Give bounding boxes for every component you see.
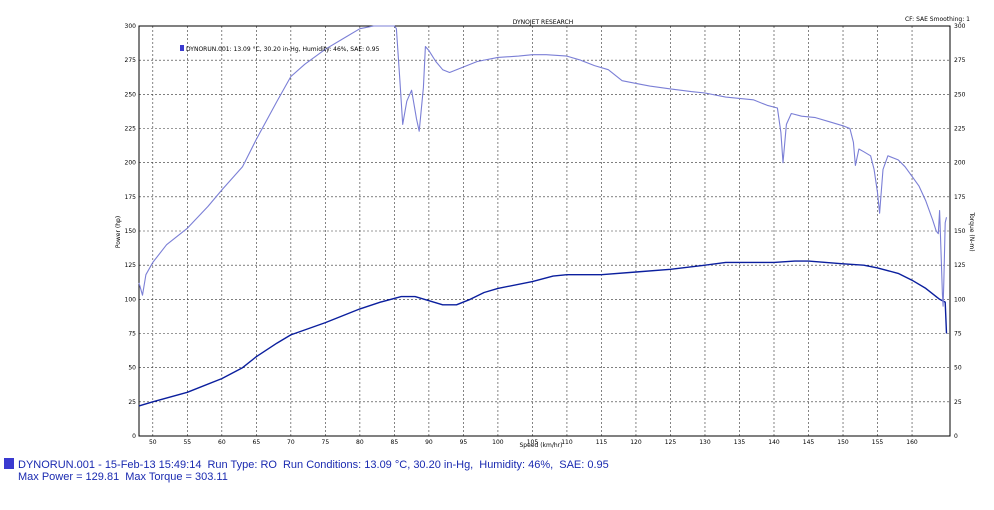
- x-tick-label: 145: [803, 439, 815, 446]
- run-info-footer: DYNORUN.001 - 15-Feb-13 15:49:14 Run Type…: [4, 458, 609, 483]
- y-tick-label-left: 200: [125, 160, 137, 167]
- y-tick-label-right: 225: [954, 126, 966, 133]
- x-tick-label: 115: [596, 439, 608, 446]
- run-sae: SAE: 0.95: [559, 459, 609, 471]
- y-tick-label-right: 175: [954, 194, 966, 201]
- y-axis-label-left: Power (hp): [115, 216, 122, 248]
- y-tick-label-left: 300: [125, 23, 137, 30]
- x-tick-label: 95: [460, 439, 468, 446]
- run-color-swatch: [4, 458, 14, 469]
- y-tick-label-left: 25: [128, 399, 136, 406]
- run-humidity: Humidity: 46%,: [479, 459, 554, 471]
- x-tick-label: 90: [425, 439, 433, 446]
- plot-frame: [138, 25, 951, 437]
- chart-title: DYNOJET RESEARCH: [513, 19, 574, 26]
- y-tick-label-left: 75: [128, 331, 136, 338]
- x-tick-label: 65: [253, 439, 261, 446]
- smoothing-label: CF: SAE Smoothing: 1: [905, 16, 970, 23]
- run-conditions: Run Conditions: 13.09 °C, 30.20 in-Hg,: [282, 459, 474, 471]
- y-tick-label-right: 150: [954, 228, 966, 235]
- y-axis-label-right: Torque (N-m): [968, 211, 975, 251]
- x-tick-label: 60: [218, 439, 226, 446]
- x-tick-label: 105: [527, 439, 539, 446]
- x-tick-label: 75: [322, 439, 330, 446]
- x-tick-label: 135: [734, 439, 746, 446]
- series-layer: [138, 25, 948, 407]
- max-torque: Max Torque = 303.11: [125, 471, 228, 483]
- chart-grid: [139, 25, 950, 437]
- y-tick-label-left: 125: [125, 262, 137, 269]
- legend-entry: DYNORUN.001: 13.09 °C, 30.20 in-Hg, Humi…: [186, 46, 380, 53]
- run-info-line-2: Max Power = 129.81 Max Torque = 303.11: [4, 471, 609, 483]
- run-type: Run Type: RO: [207, 459, 277, 471]
- max-power: Max Power = 129.81: [18, 471, 120, 483]
- y-tick-label-left: 250: [125, 91, 137, 98]
- y-tick-label-left: 275: [125, 57, 137, 64]
- ticks-layer: 50 55 60 65 70 75 80 85 90 95 100 105 110 115 120 125 13…: [125, 23, 966, 446]
- x-tick-label: 50: [149, 439, 157, 446]
- y-tick-label-right: 100: [954, 296, 966, 303]
- x-tick-label: 70: [287, 439, 295, 446]
- x-tick-label: 125: [665, 439, 677, 446]
- y-tick-label-left: 50: [128, 365, 136, 372]
- y-tick-label-left: 175: [125, 194, 137, 201]
- y-tick-label-right: 50: [954, 365, 962, 372]
- dyno-chart: 50 55 60 65 70 75 80 85 90 95 100 105 110 115 120 125 13…: [115, 16, 975, 449]
- y-tick-label-right: 300: [954, 23, 966, 30]
- x-axis-label: Speed (km/hr): [519, 442, 562, 449]
- run-name: DYNORUN.001: [18, 459, 96, 471]
- y-tick-label-right: 0: [954, 433, 958, 440]
- y-tick-label-right: 75: [954, 331, 962, 338]
- run-info-line-1: DYNORUN.001 - 15-Feb-13 15:49:14 Run Type…: [4, 458, 609, 471]
- y-tick-label-left: 150: [125, 228, 137, 235]
- y-tick-label-left: 225: [125, 126, 137, 133]
- x-tick-label: 80: [356, 439, 364, 446]
- y-tick-label-left: 100: [125, 296, 137, 303]
- x-tick-label: 110: [561, 439, 573, 446]
- legend-swatch: [180, 45, 184, 51]
- y-tick-label-right: 25: [954, 399, 962, 406]
- x-tick-label: 140: [768, 439, 780, 446]
- y-tick-label-right: 200: [954, 160, 966, 167]
- power-curve: [138, 260, 948, 407]
- x-tick-label: 155: [872, 439, 884, 446]
- y-tick-label-right: 250: [954, 91, 966, 98]
- x-tick-label: 120: [630, 439, 642, 446]
- y-tick-label-left: 0: [132, 433, 136, 440]
- x-tick-label: 100: [492, 439, 504, 446]
- x-tick-label: 85: [391, 439, 399, 446]
- x-tick-label: 55: [183, 439, 191, 446]
- x-tick-label: 130: [699, 439, 711, 446]
- torque-curve: [138, 25, 948, 307]
- run-date: 15-Feb-13 15:49:14: [104, 459, 202, 471]
- x-tick-label: 160: [906, 439, 918, 446]
- y-tick-label-right: 125: [954, 262, 966, 269]
- y-tick-label-right: 275: [954, 57, 966, 64]
- x-tick-label: 150: [837, 439, 849, 446]
